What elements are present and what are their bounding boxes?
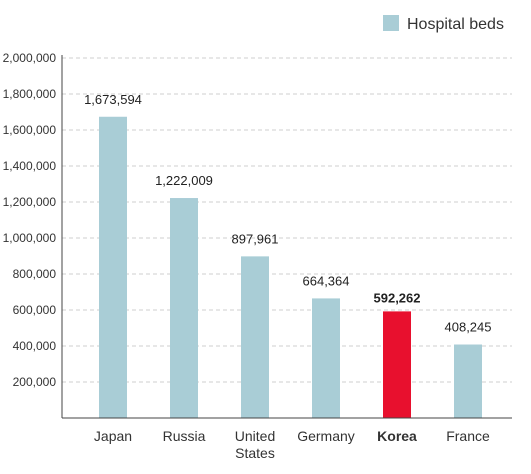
data-label: 408,245 xyxy=(445,320,492,335)
category-label: France xyxy=(446,428,490,444)
bar-korea xyxy=(383,311,411,418)
bar-germany xyxy=(312,298,340,418)
legend-swatch xyxy=(383,15,399,31)
category-label: Russia xyxy=(163,428,206,444)
y-tick-label: 1,800,000 xyxy=(3,87,57,101)
bar-russia xyxy=(170,198,198,418)
data-labels: 1,673,594 1,222,009 897,961 664,364 592,262 4… xyxy=(84,92,491,335)
data-label: 664,364 xyxy=(303,273,350,288)
y-tick-label: 800,000 xyxy=(13,267,57,281)
y-tick-label: 1,400,000 xyxy=(3,159,57,173)
y-tick-label: 1,000,000 xyxy=(3,231,57,245)
category-label: Korea xyxy=(377,428,417,444)
legend-label: Hospital beds xyxy=(407,16,504,33)
y-axis-ticks: 200,000 400,000 600,000 800,000 1,000,000 1,2… xyxy=(3,51,57,389)
category-label: Japan xyxy=(94,428,132,444)
bar-united-states xyxy=(241,256,269,418)
y-tick-label: 2,000,000 xyxy=(3,51,57,65)
bars xyxy=(99,116,482,418)
gridlines xyxy=(62,57,512,383)
y-tick-label: 1,200,000 xyxy=(3,195,57,209)
category-label: States xyxy=(235,445,275,461)
data-label: 1,673,594 xyxy=(84,92,142,107)
y-tick-label: 600,000 xyxy=(13,303,57,317)
data-label: 592,262 xyxy=(374,290,421,305)
bar-france xyxy=(454,344,482,418)
bar-japan xyxy=(99,116,127,418)
y-tick-label: 1,600,000 xyxy=(3,123,57,137)
data-label: 1,222,009 xyxy=(155,173,213,188)
category-label: Germany xyxy=(297,428,355,444)
data-label: 897,961 xyxy=(232,231,279,246)
legend: Hospital beds xyxy=(383,15,504,33)
category-label: United xyxy=(235,428,275,444)
y-tick-label: 400,000 xyxy=(13,339,57,353)
y-tick-label: 200,000 xyxy=(13,375,57,389)
